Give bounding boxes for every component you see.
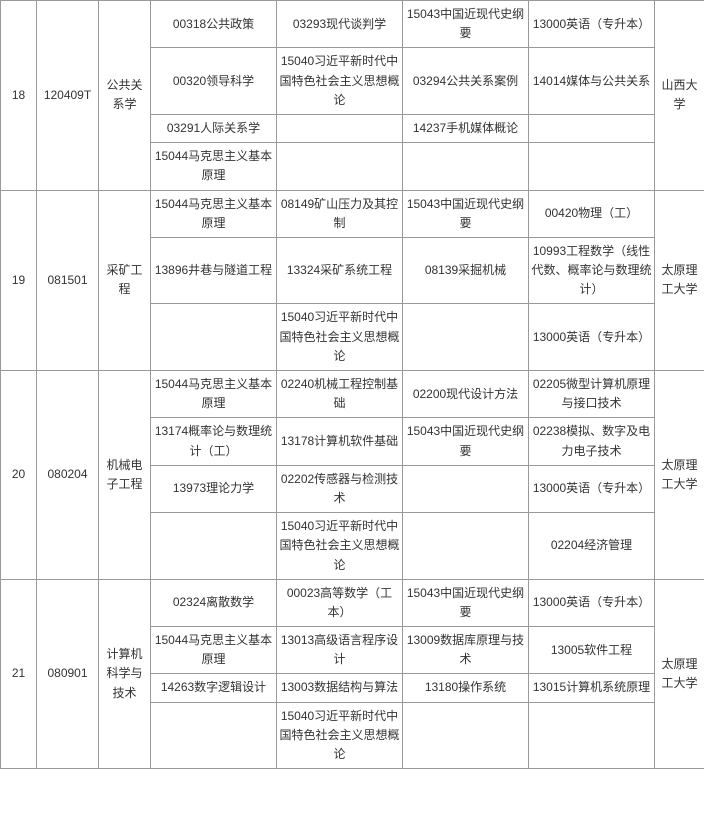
- cell-course: 02202传感器与检测技术: [277, 465, 403, 512]
- cell-course: [403, 702, 529, 769]
- cell-course: 15043中国近现代史纲要: [403, 579, 529, 626]
- cell-course: 13003数据结构与算法: [277, 674, 403, 702]
- cell-code: 080901: [37, 579, 99, 769]
- cell-course: 13013高级语言程序设计: [277, 627, 403, 674]
- cell-course: 13180操作系统: [403, 674, 529, 702]
- cell-course: 15044马克思主义基本原理: [151, 627, 277, 674]
- cell-course: 02205微型计算机原理与接口技术: [529, 371, 655, 418]
- cell-course: 13000英语（专升本）: [529, 579, 655, 626]
- cell-course: 15044马克思主义基本原理: [151, 143, 277, 190]
- cell-course: 15040习近平新时代中国特色社会主义思想概论: [277, 48, 403, 115]
- cell-idx: 21: [1, 579, 37, 769]
- cell-course: [529, 143, 655, 190]
- cell-course: 08139采掘机械: [403, 237, 529, 304]
- cell-course: [529, 114, 655, 142]
- cell-course: [151, 304, 277, 371]
- cell-course: 15043中国近现代史纲要: [403, 418, 529, 465]
- cell-course: 15044马克思主义基本原理: [151, 190, 277, 237]
- cell-school: 太原理工大学: [655, 371, 704, 580]
- cell-course: [403, 143, 529, 190]
- cell-course: [151, 702, 277, 769]
- cell-course: 13009数据库原理与技术: [403, 627, 529, 674]
- course-table-body: 18 120409T 公共关系学 00318公共政策 03293现代谈判学 15…: [1, 1, 704, 769]
- cell-school: 太原理工大学: [655, 579, 704, 769]
- cell-course: 13174概率论与数理统计（工）: [151, 418, 277, 465]
- cell-course: 13896井巷与隧道工程: [151, 237, 277, 304]
- cell-course: 08149矿山压力及其控制: [277, 190, 403, 237]
- table-row: 19 081501 采矿工程 15044马克思主义基本原理 08149矿山压力及…: [1, 190, 704, 237]
- cell-course: 03291人际关系学: [151, 114, 277, 142]
- cell-code: 120409T: [37, 1, 99, 191]
- cell-course: 02200现代设计方法: [403, 371, 529, 418]
- cell-course: 13973理论力学: [151, 465, 277, 512]
- cell-idx: 18: [1, 1, 37, 191]
- cell-course: 00318公共政策: [151, 1, 277, 48]
- cell-course: 15040习近平新时代中国特色社会主义思想概论: [277, 513, 403, 580]
- cell-course: 03293现代谈判学: [277, 1, 403, 48]
- cell-school: 山西大学: [655, 1, 704, 191]
- cell-course: 15043中国近现代史纲要: [403, 190, 529, 237]
- cell-idx: 19: [1, 190, 37, 371]
- cell-course: [277, 114, 403, 142]
- cell-course: 02240机械工程控制基础: [277, 371, 403, 418]
- cell-course: [403, 513, 529, 580]
- cell-major: 计算机科学与技术: [99, 579, 151, 769]
- cell-major: 采矿工程: [99, 190, 151, 371]
- cell-course: 00320领导科学: [151, 48, 277, 115]
- cell-course: 13015计算机系统原理: [529, 674, 655, 702]
- cell-course: 13178计算机软件基础: [277, 418, 403, 465]
- cell-course: 03294公共关系案例: [403, 48, 529, 115]
- cell-course: [403, 304, 529, 371]
- cell-course: 13000英语（专升本）: [529, 1, 655, 48]
- cell-course: 13324采矿系统工程: [277, 237, 403, 304]
- cell-course: 00420物理（工）: [529, 190, 655, 237]
- cell-major: 公共关系学: [99, 1, 151, 191]
- cell-course: 14014媒体与公共关系: [529, 48, 655, 115]
- cell-course: 13000英语（专升本）: [529, 465, 655, 512]
- cell-course: [529, 702, 655, 769]
- cell-course: [277, 143, 403, 190]
- cell-course: 14237手机媒体概论: [403, 114, 529, 142]
- cell-course: 02204经济管理: [529, 513, 655, 580]
- cell-code: 081501: [37, 190, 99, 371]
- cell-course: 02238模拟、数字及电力电子技术: [529, 418, 655, 465]
- cell-course: 13005软件工程: [529, 627, 655, 674]
- cell-major: 机械电子工程: [99, 371, 151, 580]
- cell-course: 13000英语（专升本）: [529, 304, 655, 371]
- cell-idx: 20: [1, 371, 37, 580]
- table-row: 21 080901 计算机科学与技术 02324离散数学 00023高等数学（工…: [1, 579, 704, 626]
- cell-course: 14263数字逻辑设计: [151, 674, 277, 702]
- table-row: 20 080204 机械电子工程 15044马克思主义基本原理 02240机械工…: [1, 371, 704, 418]
- course-table: 18 120409T 公共关系学 00318公共政策 03293现代谈判学 15…: [0, 0, 704, 769]
- cell-course: 10993工程数学（线性代数、概率论与数理统计）: [529, 237, 655, 304]
- cell-course: 02324离散数学: [151, 579, 277, 626]
- cell-course: 15040习近平新时代中国特色社会主义思想概论: [277, 702, 403, 769]
- table-row: 18 120409T 公共关系学 00318公共政策 03293现代谈判学 15…: [1, 1, 704, 48]
- cell-course: 00023高等数学（工本）: [277, 579, 403, 626]
- cell-course: [151, 513, 277, 580]
- cell-course: 15044马克思主义基本原理: [151, 371, 277, 418]
- cell-course: 15043中国近现代史纲要: [403, 1, 529, 48]
- cell-course: 15040习近平新时代中国特色社会主义思想概论: [277, 304, 403, 371]
- cell-school: 太原理工大学: [655, 190, 704, 371]
- cell-course: [403, 465, 529, 512]
- cell-code: 080204: [37, 371, 99, 580]
